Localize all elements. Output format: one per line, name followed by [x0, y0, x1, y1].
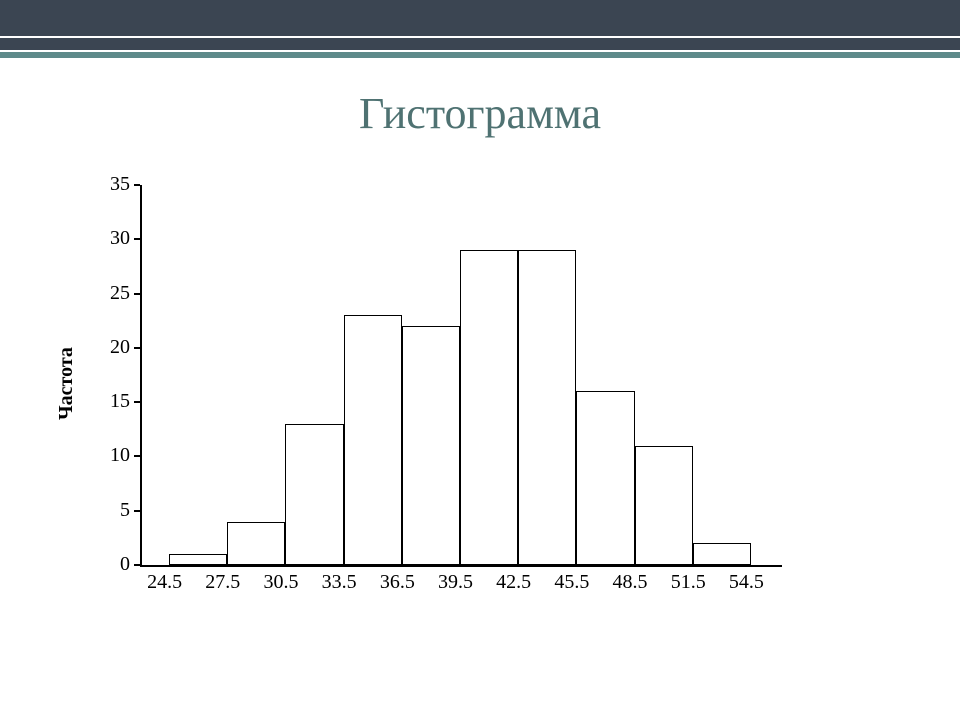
x-tick-label: 27.5	[205, 571, 240, 594]
y-tick-mark	[134, 184, 140, 186]
y-tick-mark	[134, 401, 140, 403]
y-tick-label: 0	[120, 553, 130, 576]
y-tick-mark	[134, 510, 140, 512]
y-tick-label: 25	[110, 282, 130, 305]
y-tick-label: 5	[120, 499, 130, 522]
slide: Гистограмма Частота 0 5 10 15 20 25 30 35 24.5 27…	[0, 0, 960, 720]
accent-line-1	[520, 39, 780, 47]
accent-line-2	[520, 54, 860, 58]
header-band-1	[0, 0, 960, 36]
histogram-bar	[518, 250, 576, 565]
y-tick-label: 20	[110, 336, 130, 359]
x-tick-label: 42.5	[496, 571, 531, 594]
x-tick-label: 39.5	[438, 571, 473, 594]
y-tick-mark	[134, 293, 140, 295]
x-tick-label: 33.5	[322, 571, 357, 594]
histogram-bar	[693, 543, 751, 565]
x-tick-label: 48.5	[613, 571, 648, 594]
histogram-bar	[402, 326, 460, 565]
x-tick-label: 36.5	[380, 571, 415, 594]
slide-title: Гистограмма	[0, 88, 960, 139]
x-tick-label: 30.5	[263, 571, 298, 594]
y-tick-mark	[134, 564, 140, 566]
y-tick-mark	[134, 347, 140, 349]
histogram-bar	[344, 315, 402, 565]
y-tick-label: 10	[110, 444, 130, 467]
x-tick-label: 54.5	[729, 571, 764, 594]
x-tick-label: 45.5	[554, 571, 589, 594]
y-tick-mark	[134, 455, 140, 457]
x-tick-label: 51.5	[671, 571, 706, 594]
histogram-bar	[635, 446, 693, 565]
histogram-bar	[227, 522, 285, 565]
histogram-bar	[460, 250, 518, 565]
histogram-bar	[169, 554, 227, 565]
y-tick-mark	[134, 238, 140, 240]
y-axis-label: Частота	[55, 347, 78, 420]
header-band-2	[0, 38, 960, 50]
histogram-bar	[285, 424, 343, 565]
histogram-bar	[576, 391, 634, 565]
y-tick-label: 15	[110, 390, 130, 413]
y-tick-label: 35	[110, 173, 130, 196]
y-tick-label: 30	[110, 227, 130, 250]
x-tick-label: 24.5	[147, 571, 182, 594]
